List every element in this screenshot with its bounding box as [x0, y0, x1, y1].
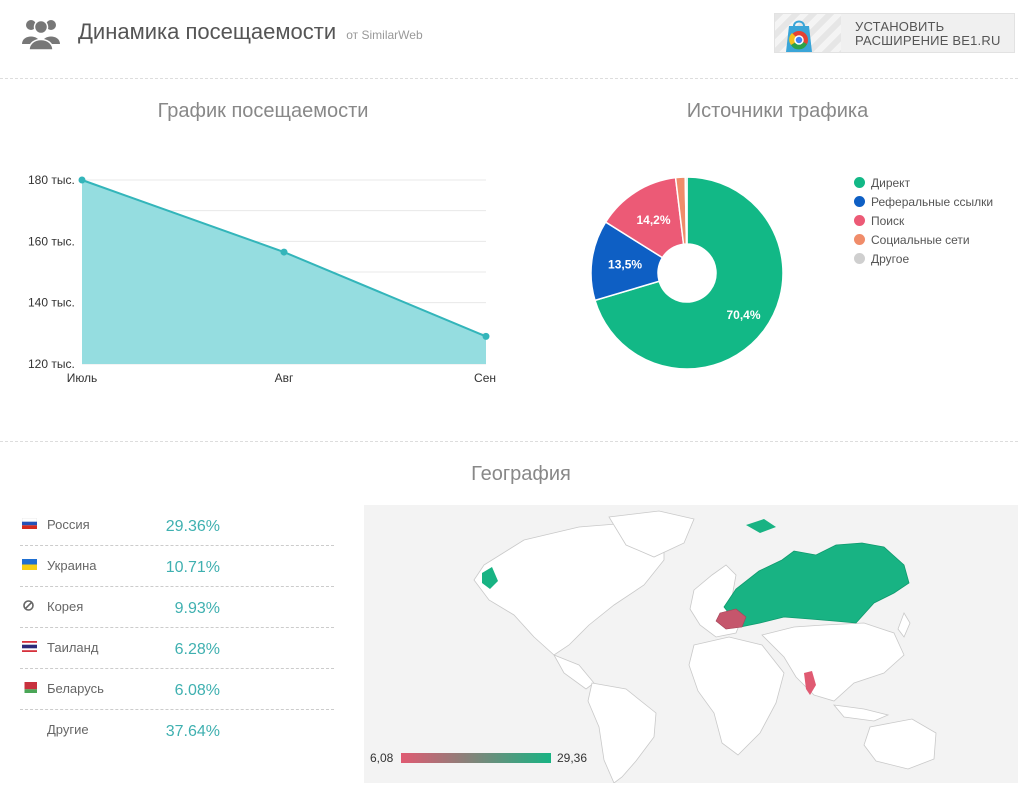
geography-title: География [471, 463, 571, 485]
world-map-svg [473, 510, 937, 784]
geo-row-belarus: Беларусь 6.08% [20, 669, 334, 710]
south-america-shape [587, 682, 657, 784]
scale-max-label: 29,36 [557, 751, 588, 765]
chukotka-region [482, 567, 498, 589]
geo-country: Корея [47, 599, 84, 614]
japan-shape [897, 612, 911, 638]
world-map[interactable]: 6,08 29,36 [364, 505, 1018, 784]
legend-item-search[interactable]: Поиск [854, 211, 993, 230]
legend-label: Поиск [871, 213, 905, 228]
extension-label: УСТАНОВИТЬ РАСШИРЕНИЕ BE1.RU [855, 20, 1001, 48]
australia-shape [863, 718, 937, 770]
legend-dot-referral [854, 196, 865, 207]
legend-item-direct[interactable]: Директ [854, 173, 993, 192]
legend-label: Социальные сети [871, 232, 970, 247]
geo-country: Таиланд [47, 640, 99, 655]
legend-label: Другое [871, 251, 910, 266]
donut-slice-other[interactable] [684, 176, 688, 245]
donut-slice-search[interactable] [604, 176, 685, 259]
y-tick-label: 140 тыс. [28, 296, 75, 310]
geo-row-russia: Россия 29.36% [20, 505, 334, 546]
africa-shape [688, 636, 785, 756]
geo-percent: 10.71% [165, 559, 220, 576]
page-title: Динамика посещаемости от SimilarWeb [78, 19, 423, 45]
slice-label-referral: 13,5% [608, 258, 642, 272]
legend-dot-search [854, 215, 865, 226]
page-subtitle: от SimilarWeb [346, 28, 423, 42]
geo-percent: 6.28% [174, 641, 220, 658]
geo-country: Украина [47, 558, 97, 573]
indonesia-shape [833, 704, 890, 722]
extension-label-line2: РАСШИРЕНИЕ BE1.RU [855, 33, 1001, 48]
install-extension-button[interactable]: УСТАНОВИТЬ РАСШИРЕНИЕ BE1.RU [774, 13, 1015, 53]
sources-chart-title: Источники трафика [686, 100, 869, 122]
geo-country: Беларусь [47, 681, 104, 696]
russia-islands [746, 519, 776, 533]
page-title-text: Динамика посещаемости [78, 19, 337, 44]
geo-row-thailand: Таиланд 6.28% [20, 628, 334, 669]
data-point[interactable] [78, 176, 86, 184]
header: Динамика посещаемости от SimilarWeb УСТА… [0, 0, 1018, 78]
donut-slice-direct[interactable] [594, 176, 784, 370]
slice-label-search: 14,2% [636, 213, 670, 227]
geo-percent: 37.64% [165, 723, 220, 740]
legend-dot-direct [854, 177, 865, 188]
area-fill [82, 180, 486, 364]
x-tick-label: Июль [67, 371, 98, 385]
data-point[interactable] [482, 332, 490, 340]
thailand-flag-icon [22, 641, 37, 652]
no-flag-icon [23, 600, 34, 611]
traffic-sources-donut: 70,4% 13,5% 14,2% [590, 176, 784, 370]
y-tick-label: 120 тыс. [28, 357, 75, 371]
traffic-area-chart: 180 тыс. 160 тыс. 140 тыс. 120 тыс.Июль Авг С… [28, 173, 496, 385]
thailand-region [804, 671, 816, 695]
asia-shape [761, 622, 905, 702]
sources-legend: Директ Реферальные ссылки Поиск Социальн… [854, 173, 993, 268]
legend-dot-other [854, 253, 865, 264]
russia-region [723, 542, 910, 628]
data-point[interactable] [280, 248, 288, 256]
geo-row-korea: Корея 9.93% [20, 587, 334, 628]
legend-label: Реферальные ссылки [871, 194, 994, 209]
geo-percent: 29.36% [165, 518, 220, 535]
slice-label-direct: 70,4% [726, 308, 760, 322]
geo-percent: 9.93% [174, 600, 220, 617]
y-tick-label: 180 тыс. [28, 173, 75, 187]
north-america-shape [473, 522, 665, 656]
russia-flag-icon [22, 518, 37, 529]
legend-item-social[interactable]: Социальные сети [854, 230, 993, 249]
legend-dot-social [854, 234, 865, 245]
extension-label-line1: УСТАНОВИТЬ [855, 19, 945, 34]
geo-percent: 6.08% [174, 682, 220, 699]
legend-item-other[interactable]: Другое [854, 249, 993, 268]
ukraine-belarus-region [715, 608, 747, 630]
central-america-shape [553, 654, 595, 690]
geo-row-other: Другие 37.64% [20, 710, 334, 751]
belarus-flag-icon [22, 682, 37, 693]
color-scale-bar [401, 753, 551, 763]
traffic-chart-title: График посещаемости [157, 100, 369, 122]
y-tick-label: 160 тыс. [28, 234, 75, 248]
geo-row-ukraine: Украина 10.71% [20, 546, 334, 587]
x-tick-label: Сен [474, 371, 496, 385]
section-divider [0, 441, 1018, 442]
geo-country: Россия [47, 517, 90, 532]
header-divider [0, 78, 1018, 79]
greenland-shape [608, 510, 695, 558]
legend-item-referral[interactable]: Реферальные ссылки [854, 192, 993, 211]
geo-country: Другие [47, 722, 89, 737]
users-icon [22, 19, 60, 50]
chrome-web-store-icon [786, 20, 812, 52]
scale-min-label: 6,08 [370, 751, 394, 765]
legend-label: Директ [871, 175, 911, 190]
ukraine-flag-icon [22, 559, 37, 570]
x-tick-label: Авг [275, 371, 294, 385]
